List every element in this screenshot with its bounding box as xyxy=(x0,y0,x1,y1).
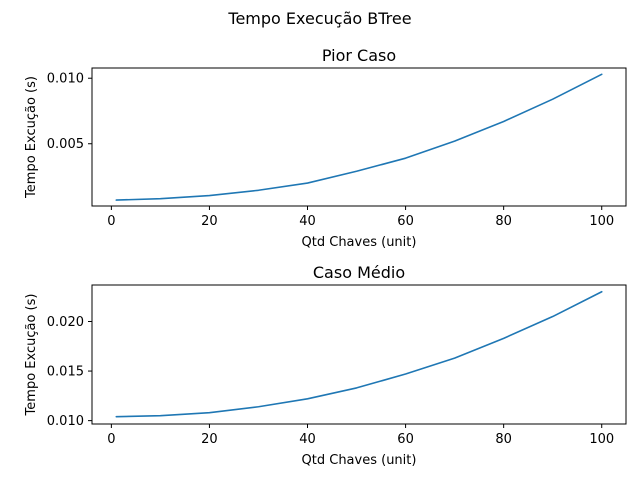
x-tick-label: 0 xyxy=(107,214,115,229)
y-tick-label: 0.010 xyxy=(47,414,84,429)
x-axis-label: Qtd Chaves (unit) xyxy=(302,235,417,250)
series-line xyxy=(115,290,603,418)
axes-frame xyxy=(91,67,627,207)
x-tick-label: 20 xyxy=(201,214,218,229)
x-tick-label: 80 xyxy=(495,214,512,229)
x-tick-label: 100 xyxy=(589,432,614,447)
y-tick-label: 0.005 xyxy=(47,137,84,152)
y-tick-label: 0.015 xyxy=(47,365,84,380)
axes-frame xyxy=(91,284,627,425)
x-tick-label: 40 xyxy=(299,432,316,447)
series-line xyxy=(115,73,603,201)
y-axis-label: Tempo Excução (s) xyxy=(24,76,39,199)
axes-container: Pior Caso 0 20 40 60 80 100 0.005 0.010 Qtd Chave… xyxy=(24,46,627,468)
x-axis-label: Qtd Chaves (unit) xyxy=(302,453,417,468)
x-tick-label: 100 xyxy=(589,214,614,229)
x-tick-label: 0 xyxy=(107,432,115,447)
axes-2: Caso Médio 0 20 40 60 80 100 0.010 0.015 0.020 Qtd… xyxy=(24,263,627,468)
axes-title: Pior Caso xyxy=(322,46,396,65)
x-tick-label: 80 xyxy=(495,432,512,447)
y-tick-label: 0.010 xyxy=(47,72,84,87)
figure-suptitle: Tempo Execução BTree xyxy=(227,9,411,28)
axes-title: Caso Médio xyxy=(313,263,405,282)
y-tick-label: 0.020 xyxy=(47,315,84,330)
y-axis-label: Tempo Excução (s) xyxy=(24,294,39,417)
x-tick-label: 60 xyxy=(397,432,414,447)
x-tick-label: 40 xyxy=(299,214,316,229)
x-tick-label: 20 xyxy=(201,432,218,447)
axes-1: Pior Caso 0 20 40 60 80 100 0.005 0.010 Qtd Chave… xyxy=(24,46,627,250)
x-tick-label: 60 xyxy=(397,214,414,229)
